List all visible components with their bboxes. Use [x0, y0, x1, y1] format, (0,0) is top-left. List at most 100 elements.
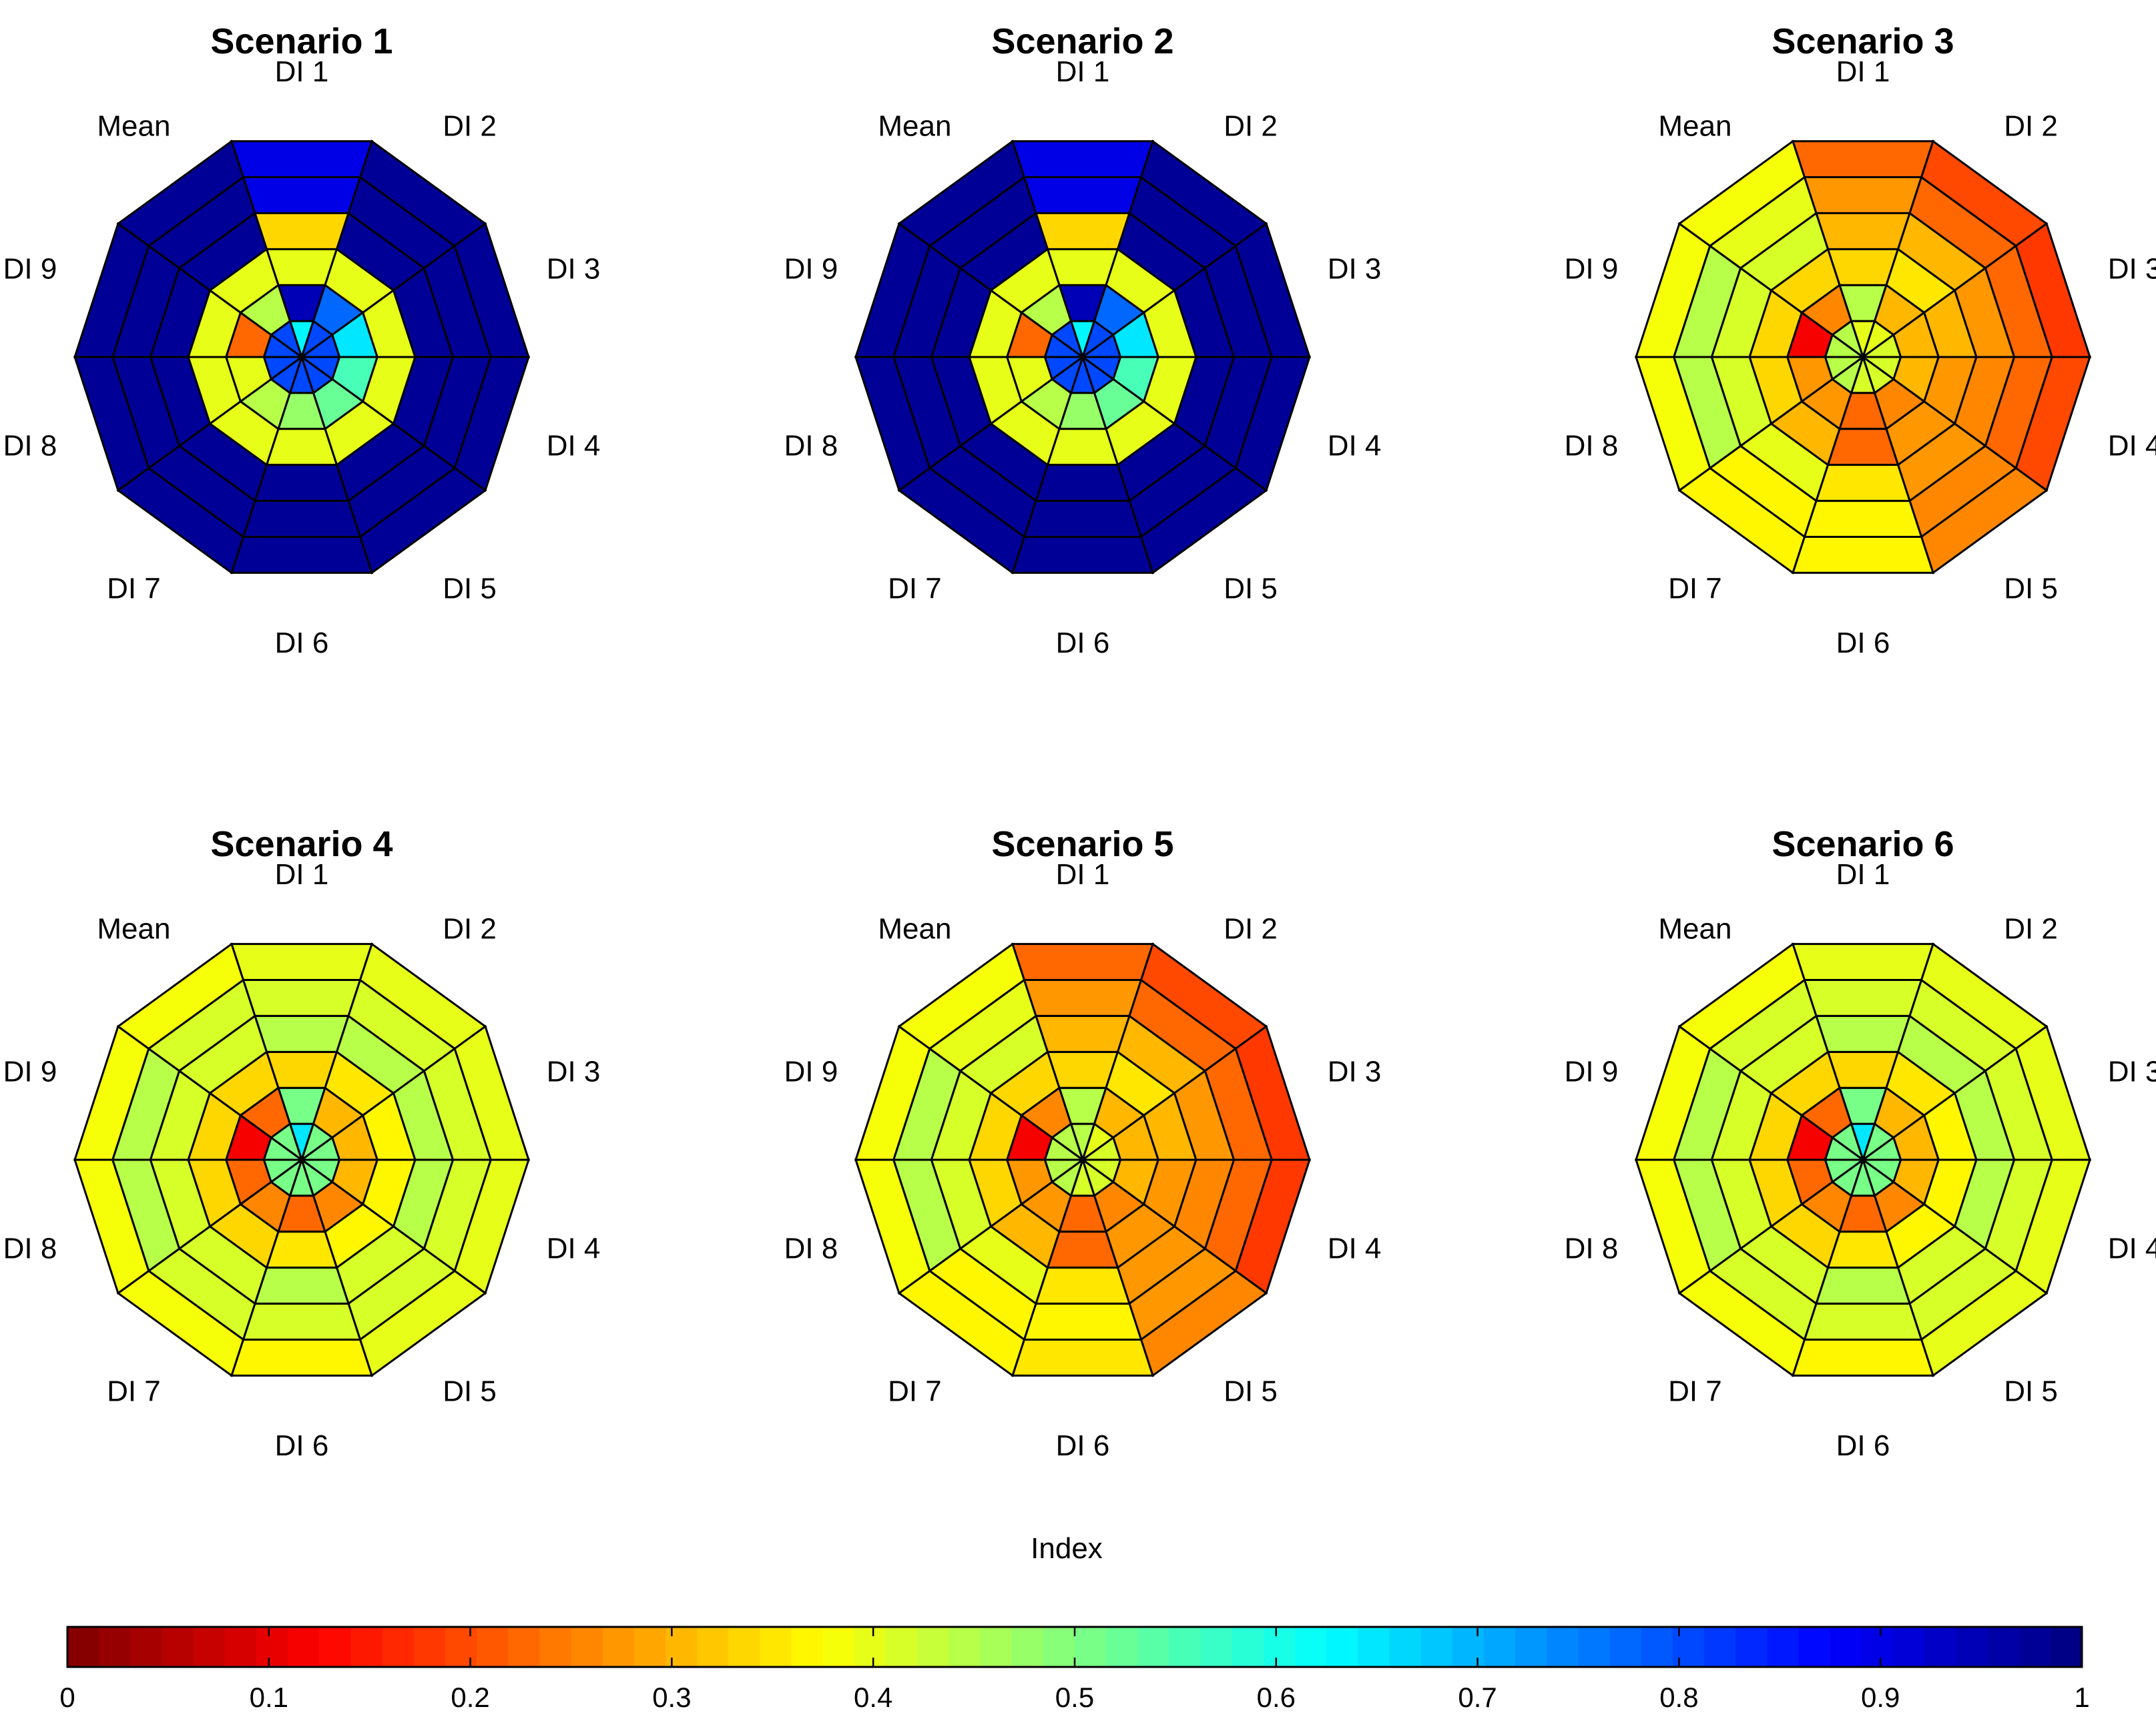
colorbar-swatch [1956, 1627, 1988, 1667]
sector-label: DI 9 [3, 1056, 57, 1088]
sector-label: DI 9 [3, 253, 57, 286]
colorbar-swatch [1484, 1627, 1516, 1667]
colorbar-swatch [633, 1627, 666, 1667]
sector-label: DI 5 [443, 572, 497, 605]
spoke-line [301, 334, 333, 358]
spoke-line [1832, 334, 1864, 358]
colorbar-swatch [1609, 1627, 1642, 1667]
sector-label: DI 2 [2004, 913, 2058, 946]
colorbar-swatch [288, 1627, 320, 1667]
heat-cell [1791, 1338, 1935, 1377]
colorbar-swatch [1011, 1627, 1044, 1667]
heat-cell [242, 500, 362, 538]
colorbar-swatch [508, 1627, 540, 1667]
spoke-line [1850, 1123, 1864, 1160]
spoke-line [300, 1123, 314, 1160]
colorbar-swatch [697, 1627, 729, 1667]
sector-label: DI 7 [107, 572, 161, 605]
spoke-line [1082, 1136, 1114, 1161]
sector-label: DI 2 [443, 913, 497, 946]
colorbar-tick-label: 0.8 [1659, 1682, 1698, 1713]
heat-cell [1023, 500, 1143, 538]
colorbar-swatch [256, 1627, 288, 1667]
spoke-line [300, 356, 314, 394]
colorbar-swatch [886, 1627, 918, 1667]
heat-cell [1011, 140, 1155, 179]
colorbar-tick-label: 1 [2074, 1682, 2089, 1713]
heat-cell [1814, 212, 1912, 250]
heat-cell [230, 140, 374, 179]
heat-cell [1023, 979, 1143, 1017]
colorbar-swatch [1547, 1627, 1579, 1667]
colorbar-swatch [1830, 1627, 1862, 1667]
spoke-line [1832, 1136, 1864, 1161]
colorbar-swatch [854, 1627, 886, 1667]
colorbar-swatch [665, 1627, 698, 1667]
colorbar-swatch [791, 1627, 824, 1667]
spoke-line [270, 1136, 302, 1161]
spoke-line [289, 356, 303, 394]
panel-title: Scenario 5 [991, 824, 1173, 864]
colorbar-swatch [1798, 1627, 1831, 1667]
sector-label: DI 3 [1328, 253, 1382, 286]
sector-label: DI 9 [784, 1056, 838, 1088]
sector-label: DI 5 [2004, 572, 2058, 605]
sector-label: DI 7 [1668, 1375, 1722, 1407]
spoke-line [1862, 1136, 1894, 1161]
heat-cell [1791, 943, 1935, 982]
heat-cell [1814, 464, 1912, 502]
spoke-line [1862, 356, 1894, 380]
sector-label: DI 6 [1836, 1429, 1890, 1462]
colorbar-swatch [193, 1627, 226, 1667]
colorbar-swatch [1515, 1627, 1547, 1667]
colorbar-title: Index [1031, 1532, 1103, 1565]
colorbar-swatch [1389, 1627, 1422, 1667]
spoke-line [1862, 334, 1894, 358]
colorbar-tick-label: 0.7 [1458, 1682, 1497, 1713]
sector-label: DI 6 [275, 627, 329, 659]
colorbar-swatch [571, 1627, 603, 1667]
colorbar-tick-label: 0.2 [451, 1682, 489, 1713]
spoke-line [1862, 356, 1876, 394]
sector-label: DI 2 [443, 110, 497, 143]
spoke-line [301, 1136, 333, 1161]
heat-cell [1011, 1338, 1155, 1377]
colorbar-swatch [1452, 1627, 1485, 1667]
colorbar-tick-label: 0.6 [1257, 1682, 1296, 1713]
sector-label: DI 4 [2108, 1232, 2156, 1265]
spoke-line [1081, 356, 1095, 394]
colorbar-swatch [1641, 1627, 1673, 1667]
heat-cell [253, 1267, 350, 1305]
sector-label: DI 2 [2004, 110, 2058, 143]
heat-cell [253, 464, 350, 502]
colorbar-swatch [224, 1627, 257, 1667]
spoke-line [1850, 320, 1864, 358]
spoke-line [1070, 320, 1084, 358]
spoke-line [289, 320, 303, 358]
colorbar-swatch [382, 1627, 415, 1667]
scenario-panel: Scenario 1DI 1 DI 2 DI 3 DI 4 DI 5 DI 6 DI 7 DI… [3, 21, 601, 659]
colorbar-swatch [1893, 1627, 1925, 1667]
sector-label: DI 8 [784, 1232, 838, 1265]
sector-label: DI 7 [1668, 572, 1722, 605]
heat-cell [253, 212, 350, 250]
spoke-line [301, 1158, 333, 1183]
heat-cell [1677, 942, 1806, 1050]
colorbar-swatch [130, 1627, 163, 1667]
sector-label: DI 6 [1056, 1429, 1110, 1462]
spoke-line [270, 1158, 302, 1183]
colorbar: 0 0.1 0.2 0.3 0.4 0.5 0.6 0.7 0.8 0.9 1 Index [59, 1532, 2089, 1713]
spoke-line [1051, 356, 1083, 380]
heat-cell [1803, 176, 1923, 214]
sector-label: DI 7 [107, 1375, 161, 1407]
sector-label: DI 8 [1565, 429, 1619, 462]
colorbar-swatch [1578, 1627, 1611, 1667]
colorbar-swatch [1672, 1627, 1705, 1667]
heat-cell [1791, 535, 1935, 574]
heat-cell [1814, 1267, 1912, 1305]
colorbar-swatch [1861, 1627, 1894, 1667]
heat-cell [1814, 1014, 1912, 1053]
sector-label: DI 3 [547, 253, 601, 286]
colorbar-swatch [1326, 1627, 1359, 1667]
colorbar-tick-label: 0.4 [854, 1682, 892, 1713]
